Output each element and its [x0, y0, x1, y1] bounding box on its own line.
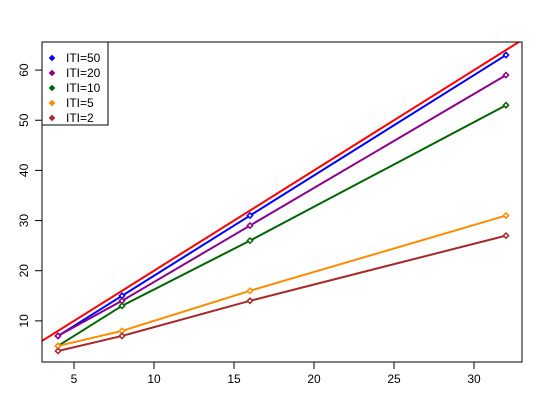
- legend-label: ITI=5: [66, 96, 94, 110]
- y-tick-label: 20: [17, 264, 31, 278]
- series-line-3: [57, 104, 507, 347]
- legend-label: ITI=50: [66, 51, 101, 65]
- y-tick-label: 40: [17, 163, 31, 177]
- data-point: [54, 347, 62, 355]
- y-tick-label: 30: [17, 214, 31, 228]
- data-point: [502, 51, 510, 59]
- legend-label: ITI=2: [66, 111, 94, 125]
- x-tick-label: 30: [467, 372, 481, 386]
- data-point: [502, 101, 510, 109]
- y-tick-label: 50: [17, 113, 31, 127]
- series-line-2: [57, 74, 507, 337]
- legend-marker: [48, 69, 56, 77]
- legend-label: ITI=10: [66, 81, 101, 95]
- reference-line: [42, 42, 521, 342]
- data-point: [246, 211, 254, 220]
- x-tick-label: 5: [71, 372, 78, 386]
- x-tick-label: 10: [147, 372, 161, 386]
- data-point: [246, 297, 254, 305]
- legend-label: ITI=20: [66, 66, 101, 80]
- data-point: [502, 231, 510, 240]
- data-point: [246, 236, 254, 245]
- data-point: [118, 332, 126, 340]
- legend-marker: [48, 114, 56, 122]
- x-tick-label: 25: [387, 372, 401, 386]
- data-point: [246, 287, 254, 295]
- data-point: [54, 332, 62, 340]
- series-line-1: [57, 54, 507, 337]
- x-tick-label: 15: [227, 372, 241, 386]
- series-line-5: [57, 234, 507, 352]
- legend-marker: [48, 99, 56, 107]
- y-tick-label: 10: [17, 314, 31, 328]
- legend-marker: [48, 54, 56, 62]
- y-tick-label: 60: [17, 63, 31, 77]
- data-point: [502, 211, 510, 220]
- data-point: [118, 302, 126, 310]
- data-point: [246, 221, 254, 230]
- legend-marker: [48, 84, 56, 92]
- data-point: [502, 71, 510, 79]
- x-tick-label: 20: [307, 372, 321, 386]
- series-line-4: [57, 214, 507, 347]
